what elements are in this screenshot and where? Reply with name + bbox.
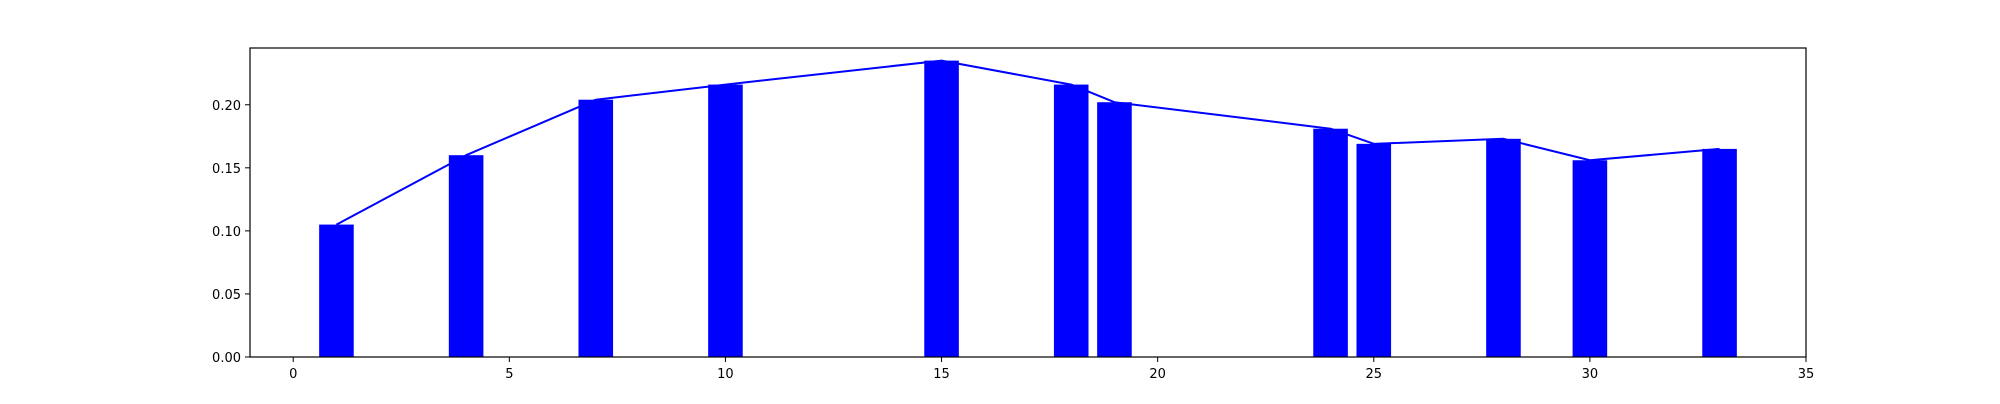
x-tick-label: 0 [289,367,297,382]
x-tick-label: 20 [1149,367,1166,382]
x-tick-label: 30 [1582,367,1599,382]
bar [448,155,484,357]
y-tick-label: 0.05 [212,288,241,303]
bar [1356,143,1392,357]
bar [1486,138,1521,357]
y-tick-label: 0.20 [212,99,241,114]
bar [708,84,743,357]
x-tick-label: 25 [1366,367,1383,382]
bar [319,224,354,357]
x-tick-label: 35 [1798,367,1815,382]
bar [1097,102,1132,357]
x-tick-label: 10 [717,367,734,382]
bar [1313,128,1348,357]
x-tick-label: 5 [505,367,513,382]
y-tick-label: 0.10 [212,225,241,240]
axes-layer [249,47,1807,358]
bars-layer [319,60,1737,358]
line-layer [335,59,1720,226]
ticks-layer: 0 5 10 15 20 25 30 35 0.00 0.05 0.10 0.15 0.20 [212,99,1814,382]
y-tick-label: 0.00 [212,351,241,366]
bar [1053,84,1089,357]
bar [924,60,959,358]
x-tick-label: 15 [933,367,950,382]
bar [1572,160,1608,357]
y-tick-label: 0.15 [212,162,241,177]
plot-frame [249,47,1807,358]
series-line [335,59,1720,226]
bar [1702,148,1737,357]
bar [578,99,614,358]
